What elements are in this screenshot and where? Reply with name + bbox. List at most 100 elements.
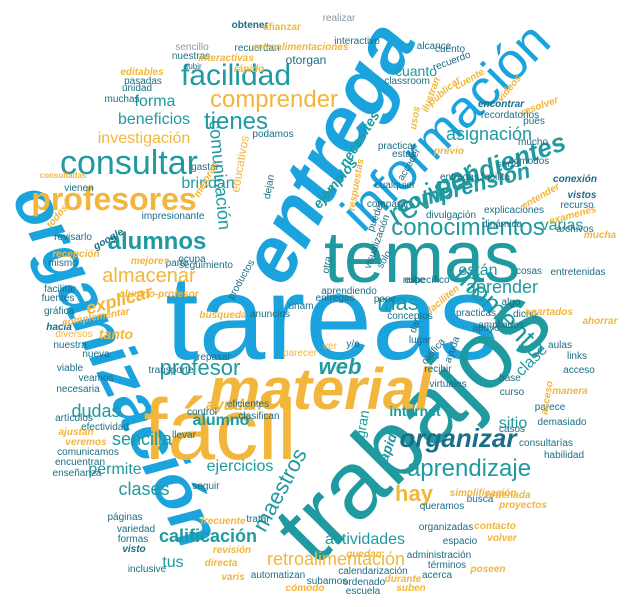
cloud-word: muchas: [104, 94, 140, 105]
cloud-word: archivos: [556, 224, 594, 235]
cloud-word: demasiado: [537, 417, 587, 428]
cloud-word: conceptos: [387, 311, 433, 322]
cloud-word: mismo: [48, 258, 78, 269]
cloud-word: comparar: [366, 199, 410, 210]
cloud-word: ayudan: [205, 397, 263, 414]
cloud-word: poseen: [470, 564, 506, 575]
cloud-word: administración: [406, 550, 472, 561]
cloud-word: fácil: [143, 382, 297, 478]
cloud-word: ordenado: [342, 577, 386, 588]
cloud-word: cuento: [434, 44, 466, 55]
cloud-word: pasadas: [124, 76, 162, 87]
cloud-word: tratar: [246, 514, 270, 525]
cloud-word: artículos: [55, 413, 93, 424]
cloud-word: apoyo: [472, 323, 500, 334]
cloud-word: conocimientos: [391, 214, 545, 241]
cloud-word: consultarías: [519, 438, 573, 449]
cloud-word: automatizan: [250, 570, 306, 581]
cloud-word: aprender: [465, 277, 539, 297]
cloud-word: interactivas: [198, 53, 254, 64]
cloud-word: efectividad: [81, 422, 129, 433]
cloud-word: nueva: [82, 349, 110, 360]
cloud-word: están: [458, 262, 498, 279]
cloud-word: acerca: [421, 570, 453, 581]
cloud-word: habilidad: [543, 450, 585, 461]
cloud-word: comunicamos: [57, 447, 119, 458]
cloud-word: realizar: [322, 13, 356, 24]
cloud-word: casos: [498, 424, 526, 435]
cloud-word: encontrar: [477, 99, 525, 110]
cloud-word: ejercicios: [206, 458, 274, 475]
cloud-word: actividades: [324, 531, 406, 548]
cloud-word: vistos: [567, 190, 597, 201]
cloud-word: quedan: [346, 549, 382, 560]
cloud-word: recibir: [424, 364, 452, 375]
cloud-word: investigación: [97, 130, 191, 147]
cloud-word: interactivo: [334, 36, 380, 47]
cloud-word: editables: [120, 67, 164, 78]
cloud-word: podamos: [252, 129, 294, 140]
cloud-word: control: [186, 407, 218, 418]
cloud-word: visto: [122, 544, 146, 555]
cloud-word: páginas: [107, 512, 143, 523]
cloud-word: subir: [184, 62, 202, 71]
cloud-word: sitio: [498, 415, 528, 432]
cloud-word: ahorrar: [582, 316, 618, 327]
cloud-word: internet: [389, 403, 441, 419]
cloud-word: facilidad: [180, 59, 292, 92]
cloud-word: anuncios: [249, 309, 291, 320]
cloud-word: frecuente: [200, 516, 246, 527]
cloud-word: contacto: [474, 521, 516, 532]
cloud-word: unidad: [121, 83, 153, 94]
cloud-word: inclusive: [127, 564, 167, 575]
cloud-word: encuentran: [54, 457, 106, 468]
cloud-word: hay: [395, 481, 433, 506]
cloud-word: algo: [501, 297, 521, 308]
cloud-word: alumno: [192, 412, 250, 429]
cloud-word: llevar: [172, 430, 196, 441]
cloud-word: revisión: [212, 545, 252, 556]
cloud-word: entregas.facilita: [439, 172, 511, 183]
cloud-word: eficientes: [226, 399, 270, 410]
cloud-word: cuanto: [394, 63, 438, 79]
cloud-word: ampliados: [478, 320, 524, 331]
cloud-word: específico: [404, 275, 450, 286]
cloud-word: nuestras: [171, 51, 211, 62]
cloud-word: base: [499, 373, 521, 384]
cloud-word: facilitar: [44, 284, 76, 295]
cloud-word: gastar: [191, 162, 219, 173]
cloud-word: parece: [534, 402, 566, 413]
cloud-word: recordatorios: [480, 110, 540, 121]
cloud-word: suben: [396, 583, 426, 594]
cloud-word: alumnos: [107, 228, 207, 255]
cloud-word: y/o: [346, 339, 360, 350]
cloud-word: aulas: [548, 340, 572, 351]
cloud-word: mucha: [583, 230, 617, 241]
cloud-word: material: [208, 357, 432, 422]
cloud-word: curso: [499, 387, 525, 398]
cloud-word: asignación: [445, 124, 533, 144]
cloud-word: sencillo: [175, 42, 209, 53]
cloud-word: varis: [221, 572, 245, 583]
cloud-word: gráfica: [43, 306, 75, 317]
cloud-word: practicas: [455, 308, 497, 319]
cloud-word: retroalimentaciones: [253, 42, 349, 53]
cloud-word: veremos: [65, 437, 107, 448]
cloud-word: mucho: [517, 137, 549, 148]
cloud-word: cosas: [515, 266, 543, 277]
cloud-word: revisarlo: [54, 232, 92, 243]
cloud-word: entretenidas: [550, 267, 606, 278]
cloud-word: dicho: [513, 309, 537, 320]
cloud-word: consultadas: [39, 171, 87, 180]
cloud-word: fuentes: [41, 293, 75, 304]
cloud-word: durante: [384, 574, 422, 585]
cloud-word: manera: [552, 386, 588, 397]
cloud-word: profesor: [159, 355, 241, 380]
cloud-word: tanto: [98, 326, 134, 342]
cloud-word: afianzar: [263, 22, 301, 33]
cloud-word: pues: [523, 116, 545, 127]
cloud-word: organizadas: [418, 522, 474, 533]
cloud-word: alcance: [416, 41, 452, 52]
cloud-word: variedad: [116, 524, 156, 535]
cloud-word: volver: [487, 533, 517, 544]
